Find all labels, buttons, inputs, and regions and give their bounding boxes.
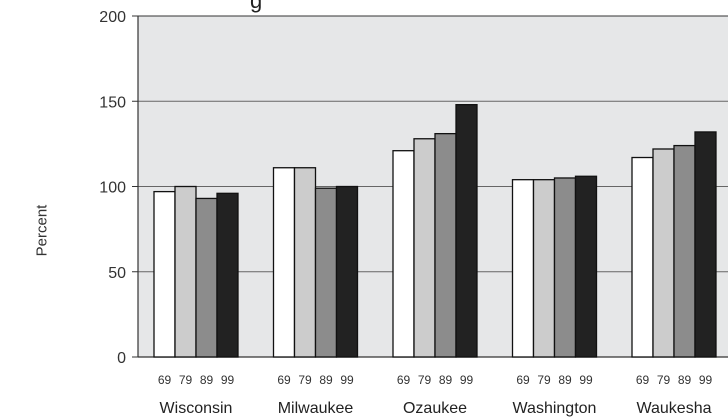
y-tick-label: 100: [99, 180, 126, 197]
bar: [392, 150, 415, 358]
bar: [553, 177, 577, 358]
bar: [335, 185, 359, 358]
bar: [532, 179, 556, 358]
category-label: Washington: [513, 400, 597, 417]
y-tick-label: 0: [117, 350, 126, 367]
bar-year-label: 79: [298, 373, 312, 387]
bar: [511, 179, 535, 358]
bar: [314, 187, 338, 358]
bar: [455, 104, 478, 358]
category-label: Wisconsin: [160, 400, 233, 417]
category-label: Ozaukee: [403, 400, 467, 417]
bar-year-label: 79: [179, 373, 193, 387]
bar-year-label: 89: [558, 373, 572, 387]
bar: [434, 132, 457, 358]
bar: [272, 167, 296, 358]
bar-year-label: 99: [699, 373, 713, 387]
bar: [195, 197, 218, 358]
bar: [574, 175, 598, 358]
bar-year-label: 99: [340, 373, 354, 387]
bar: [652, 148, 675, 358]
bar-year-label: 99: [460, 373, 474, 387]
bar: [631, 156, 654, 358]
bar-year-label: 89: [439, 373, 453, 387]
category-label: Waukesha: [637, 400, 712, 417]
bar-year-label: 89: [319, 373, 333, 387]
bar: [673, 144, 696, 358]
bar-year-label: 89: [678, 373, 692, 387]
bar: [694, 131, 717, 358]
y-tick-label: 50: [108, 265, 126, 282]
bar-year-label: 79: [537, 373, 551, 387]
bar: [413, 138, 436, 358]
chart-title: g: [250, 0, 263, 13]
bar: [153, 190, 176, 358]
bar-year-label: 89: [200, 373, 214, 387]
bar-year-label: 69: [636, 373, 650, 387]
bar-year-label: 79: [418, 373, 432, 387]
bar: [216, 192, 239, 358]
category-label: Milwaukee: [278, 400, 354, 417]
y-tick-label: 150: [99, 94, 126, 111]
bar: [293, 167, 317, 358]
bar-year-label: 69: [516, 373, 530, 387]
bar: [174, 185, 197, 358]
bar-year-label: 69: [397, 373, 411, 387]
bar-year-label: 69: [277, 373, 291, 387]
bar-year-label: 79: [657, 373, 671, 387]
bar-year-label: 99: [579, 373, 593, 387]
bar-year-label: 69: [158, 373, 172, 387]
y-tick-label: 200: [99, 9, 126, 26]
bar-year-label: 99: [221, 373, 235, 387]
